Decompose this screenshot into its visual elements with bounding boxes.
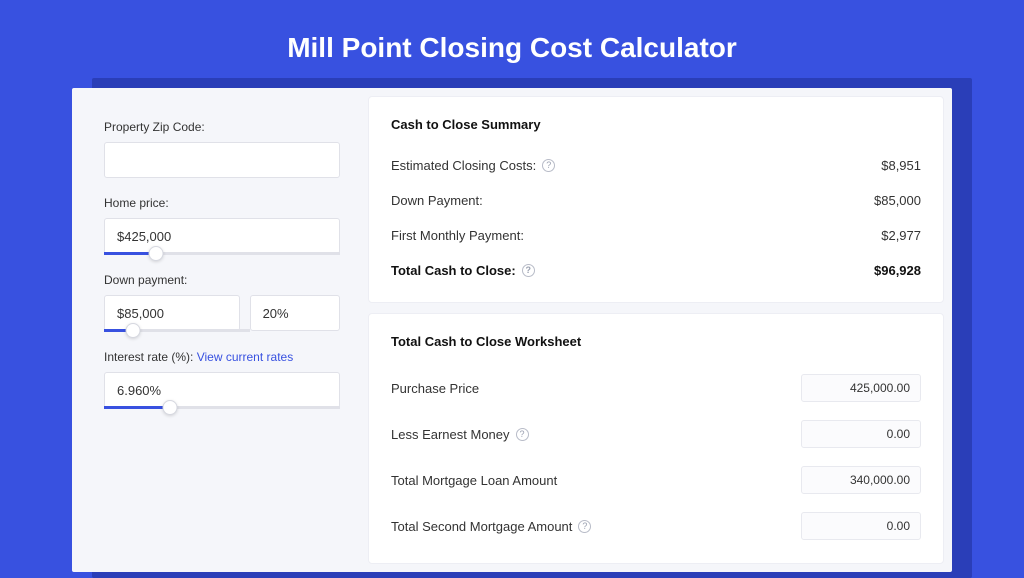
view-rates-link[interactable]: View current rates	[197, 350, 294, 364]
summary-row-value: $96,928	[874, 263, 921, 278]
interest-rate-group: Interest rate (%): View current rates	[104, 350, 340, 409]
zip-input[interactable]	[104, 142, 340, 178]
main-card: Property Zip Code: Home price: Down paym…	[72, 88, 952, 572]
home-price-group: Home price:	[104, 196, 340, 255]
worksheet-value-box[interactable]: 340,000.00	[801, 466, 921, 494]
worksheet-value-box[interactable]: 0.00	[801, 512, 921, 540]
zip-group: Property Zip Code:	[104, 120, 340, 178]
worksheet-row: Less Earnest Money? 0.00	[391, 411, 921, 457]
summary-label-text: First Monthly Payment:	[391, 228, 524, 243]
worksheet-row-label: Total Second Mortgage Amount?	[391, 519, 591, 534]
worksheet-title: Total Cash to Close Worksheet	[391, 334, 921, 349]
summary-label-text: Total Cash to Close:	[391, 263, 516, 278]
down-payment-amount-input[interactable]	[104, 295, 240, 331]
summary-row-label: Estimated Closing Costs:?	[391, 158, 555, 173]
interest-rate-slider-fill	[104, 406, 170, 409]
summary-row: Estimated Closing Costs:? $8,951	[391, 148, 921, 183]
summary-label-text: Estimated Closing Costs:	[391, 158, 536, 173]
worksheet-value-box[interactable]: 0.00	[801, 420, 921, 448]
help-icon[interactable]: ?	[578, 520, 591, 533]
worksheet-row: Total Mortgage Loan Amount 340,000.00	[391, 457, 921, 503]
worksheet-row-label: Total Mortgage Loan Amount	[391, 473, 557, 488]
summary-row-label: Total Cash to Close:?	[391, 263, 535, 278]
interest-rate-slider[interactable]	[104, 406, 340, 409]
down-payment-label: Down payment:	[104, 273, 340, 287]
summary-row-value: $85,000	[874, 193, 921, 208]
summary-label-text: Down Payment:	[391, 193, 483, 208]
results-panel: Cash to Close Summary Estimated Closing …	[368, 96, 944, 564]
home-price-label: Home price:	[104, 196, 340, 210]
down-payment-slider-wrap	[104, 295, 340, 332]
interest-rate-input[interactable]	[104, 372, 340, 408]
interest-rate-slider-wrap	[104, 372, 340, 409]
home-price-slider-wrap	[104, 218, 340, 255]
inputs-panel: Property Zip Code: Home price: Down paym…	[80, 96, 360, 564]
summary-row-label: Down Payment:	[391, 193, 483, 208]
home-price-slider[interactable]	[104, 252, 340, 255]
summary-title: Cash to Close Summary	[391, 117, 921, 132]
worksheet-row: Total Second Mortgage Amount? 0.00	[391, 503, 921, 549]
home-price-slider-thumb[interactable]	[148, 246, 163, 261]
home-price-input[interactable]	[104, 218, 340, 254]
help-icon[interactable]: ?	[516, 428, 529, 441]
summary-row: Down Payment: $85,000	[391, 183, 921, 218]
down-payment-slider-thumb[interactable]	[126, 323, 141, 338]
worksheet-label-text: Total Mortgage Loan Amount	[391, 473, 557, 488]
summary-row: First Monthly Payment: $2,977	[391, 218, 921, 253]
calculator-container: Property Zip Code: Home price: Down paym…	[72, 88, 952, 572]
zip-label: Property Zip Code:	[104, 120, 340, 134]
help-icon[interactable]: ?	[522, 264, 535, 277]
summary-row: Total Cash to Close:? $96,928	[391, 253, 921, 288]
worksheet-label-text: Less Earnest Money	[391, 427, 510, 442]
interest-rate-label-row: Interest rate (%): View current rates	[104, 350, 340, 364]
worksheet-row-label: Less Earnest Money?	[391, 427, 529, 442]
summary-card: Cash to Close Summary Estimated Closing …	[368, 96, 944, 303]
worksheet-label-text: Total Second Mortgage Amount	[391, 519, 572, 534]
summary-row-label: First Monthly Payment:	[391, 228, 524, 243]
summary-row-value: $8,951	[881, 158, 921, 173]
page-title: Mill Point Closing Cost Calculator	[0, 0, 1024, 88]
worksheet-value-box[interactable]: 425,000.00	[801, 374, 921, 402]
worksheet-row: Purchase Price 425,000.00	[391, 365, 921, 411]
summary-row-value: $2,977	[881, 228, 921, 243]
help-icon[interactable]: ?	[542, 159, 555, 172]
interest-rate-slider-thumb[interactable]	[163, 400, 178, 415]
worksheet-card: Total Cash to Close Worksheet Purchase P…	[368, 313, 944, 564]
down-payment-slider[interactable]	[104, 329, 250, 332]
down-payment-percent-input[interactable]	[250, 295, 340, 331]
worksheet-row-label: Purchase Price	[391, 381, 479, 396]
worksheet-label-text: Purchase Price	[391, 381, 479, 396]
interest-rate-label: Interest rate (%):	[104, 350, 193, 364]
down-payment-group: Down payment:	[104, 273, 340, 332]
